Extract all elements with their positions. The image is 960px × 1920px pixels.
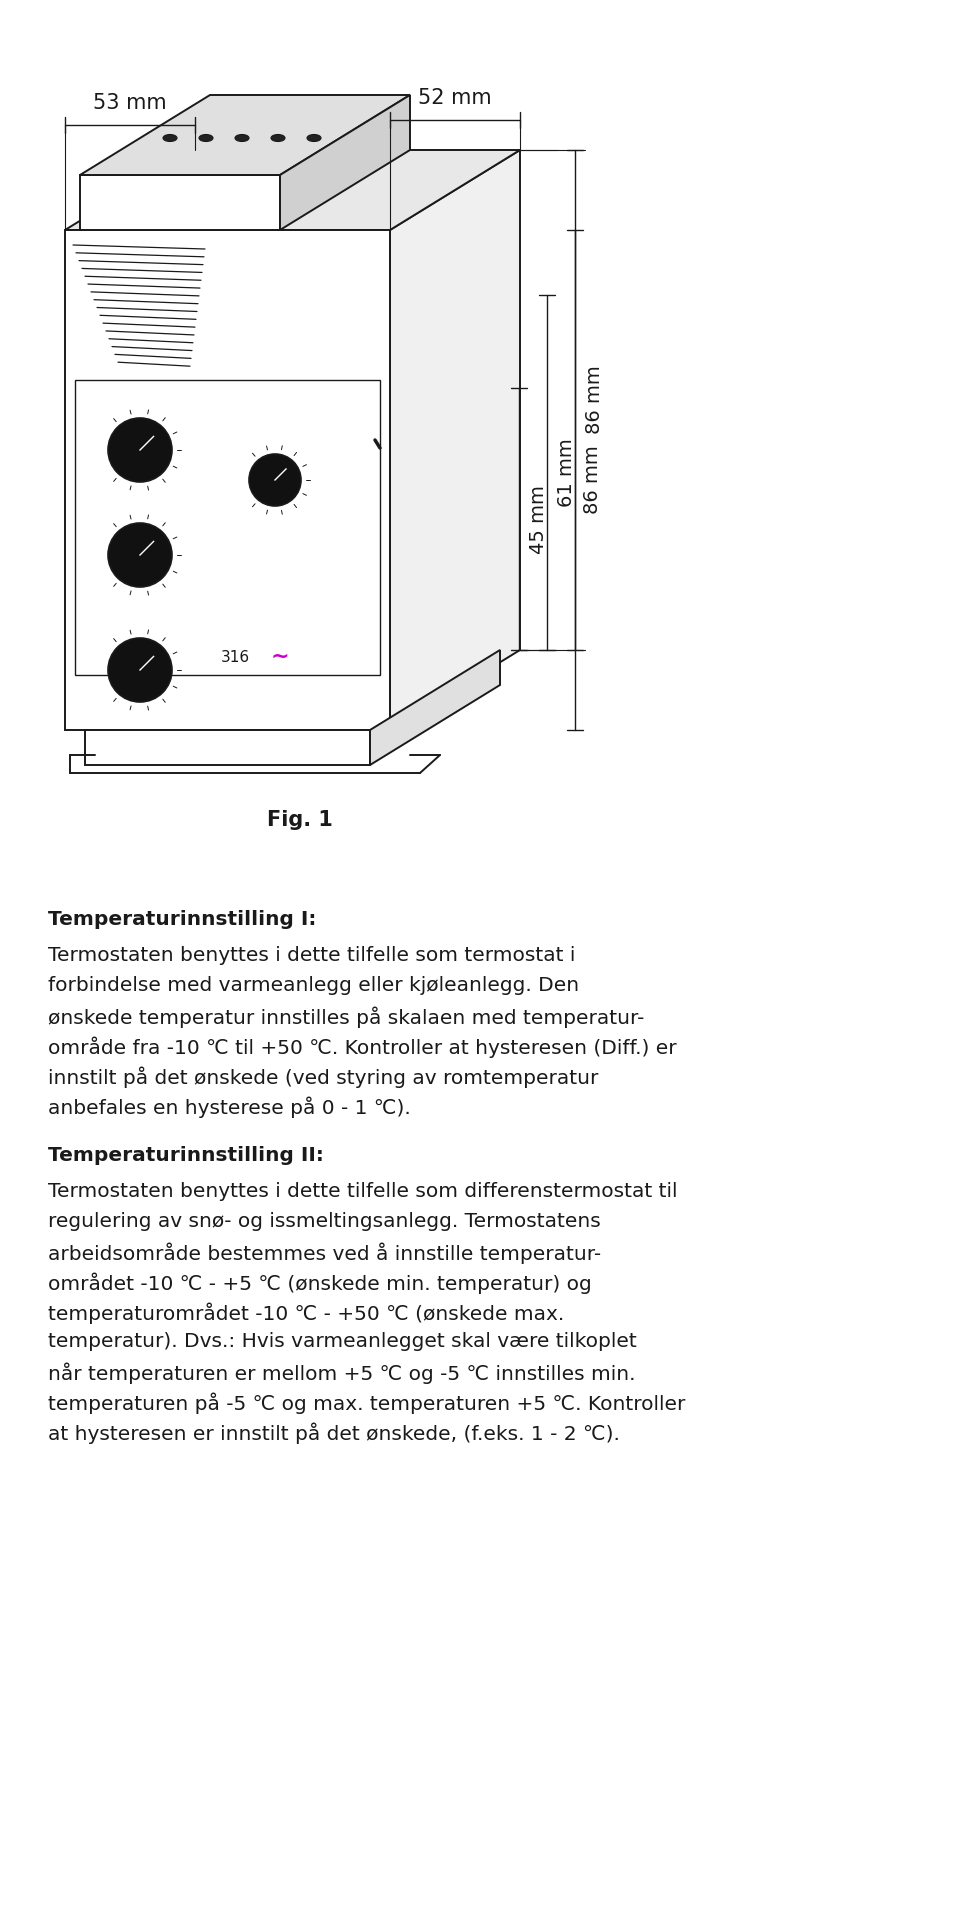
- Ellipse shape: [235, 134, 249, 142]
- Text: temperaturen på -5 ℃ og max. temperaturen +5 ℃. Kontroller: temperaturen på -5 ℃ og max. temperature…: [48, 1392, 685, 1413]
- Text: anbefales en hysterese på 0 - 1 ℃).: anbefales en hysterese på 0 - 1 ℃).: [48, 1096, 411, 1117]
- Polygon shape: [65, 150, 520, 230]
- Text: arbeidsområde bestemmes ved å innstille temperatur-: arbeidsområde bestemmes ved å innstille …: [48, 1242, 601, 1263]
- Polygon shape: [280, 94, 410, 230]
- Polygon shape: [80, 175, 280, 230]
- Circle shape: [108, 637, 172, 703]
- Text: temperaturområdet -10 ℃ - +50 ℃ (ønskede max.: temperaturområdet -10 ℃ - +50 ℃ (ønskede…: [48, 1302, 564, 1323]
- Ellipse shape: [163, 134, 177, 142]
- Text: innstilt på det ønskede (ved styring av romtemperatur: innstilt på det ønskede (ved styring av …: [48, 1066, 598, 1087]
- Text: 86 mm: 86 mm: [585, 365, 604, 434]
- Text: Termostaten benyttes i dette tilfelle som termostat i: Termostaten benyttes i dette tilfelle so…: [48, 947, 575, 966]
- Text: Temperaturinnstilling II:: Temperaturinnstilling II:: [48, 1146, 324, 1165]
- Text: 61 mm: 61 mm: [557, 438, 576, 507]
- Text: Termostaten benyttes i dette tilfelle som differenstermostat til: Termostaten benyttes i dette tilfelle so…: [48, 1183, 678, 1202]
- Text: når temperaturen er mellom +5 ℃ og -5 ℃ innstilles min.: når temperaturen er mellom +5 ℃ og -5 ℃ …: [48, 1361, 636, 1384]
- Text: at hysteresen er innstilt på det ønskede, (f.eks. 1 - 2 ℃).: at hysteresen er innstilt på det ønskede…: [48, 1423, 620, 1444]
- Text: 52 mm: 52 mm: [419, 88, 492, 108]
- Ellipse shape: [271, 134, 285, 142]
- Text: temperatur). Dvs.: Hvis varmeanlegget skal være tilkoplet: temperatur). Dvs.: Hvis varmeanlegget sk…: [48, 1332, 636, 1352]
- Text: ∼: ∼: [271, 647, 289, 666]
- Polygon shape: [75, 380, 380, 676]
- Text: 316: 316: [221, 651, 250, 664]
- Polygon shape: [65, 230, 390, 730]
- Text: område fra -10 ℃ til +50 ℃. Kontroller at hysteresen (Diff.) er: område fra -10 ℃ til +50 ℃. Kontroller a…: [48, 1037, 677, 1058]
- Circle shape: [108, 419, 172, 482]
- Text: forbindelse med varmeanlegg eller kjøleanlegg. Den: forbindelse med varmeanlegg eller kjølea…: [48, 975, 579, 995]
- Text: området -10 ℃ - +5 ℃ (ønskede min. temperatur) og: området -10 ℃ - +5 ℃ (ønskede min. tempe…: [48, 1271, 591, 1294]
- Text: ønskede temperatur innstilles på skalaen med temperatur-: ønskede temperatur innstilles på skalaen…: [48, 1006, 644, 1027]
- Circle shape: [249, 453, 301, 507]
- Text: 53 mm: 53 mm: [93, 92, 167, 113]
- Circle shape: [108, 522, 172, 588]
- Polygon shape: [80, 94, 410, 175]
- Polygon shape: [370, 651, 500, 764]
- Text: regulering av snø- og issmeltingsanlegg. Termostatens: regulering av snø- og issmeltingsanlegg.…: [48, 1212, 601, 1231]
- Text: Fig. 1: Fig. 1: [267, 810, 333, 829]
- Text: 45 mm: 45 mm: [529, 484, 548, 553]
- Polygon shape: [85, 730, 370, 764]
- Polygon shape: [390, 150, 520, 730]
- Ellipse shape: [199, 134, 213, 142]
- Text: 86 mm: 86 mm: [583, 445, 602, 515]
- Ellipse shape: [307, 134, 321, 142]
- Text: Temperaturinnstilling I:: Temperaturinnstilling I:: [48, 910, 317, 929]
